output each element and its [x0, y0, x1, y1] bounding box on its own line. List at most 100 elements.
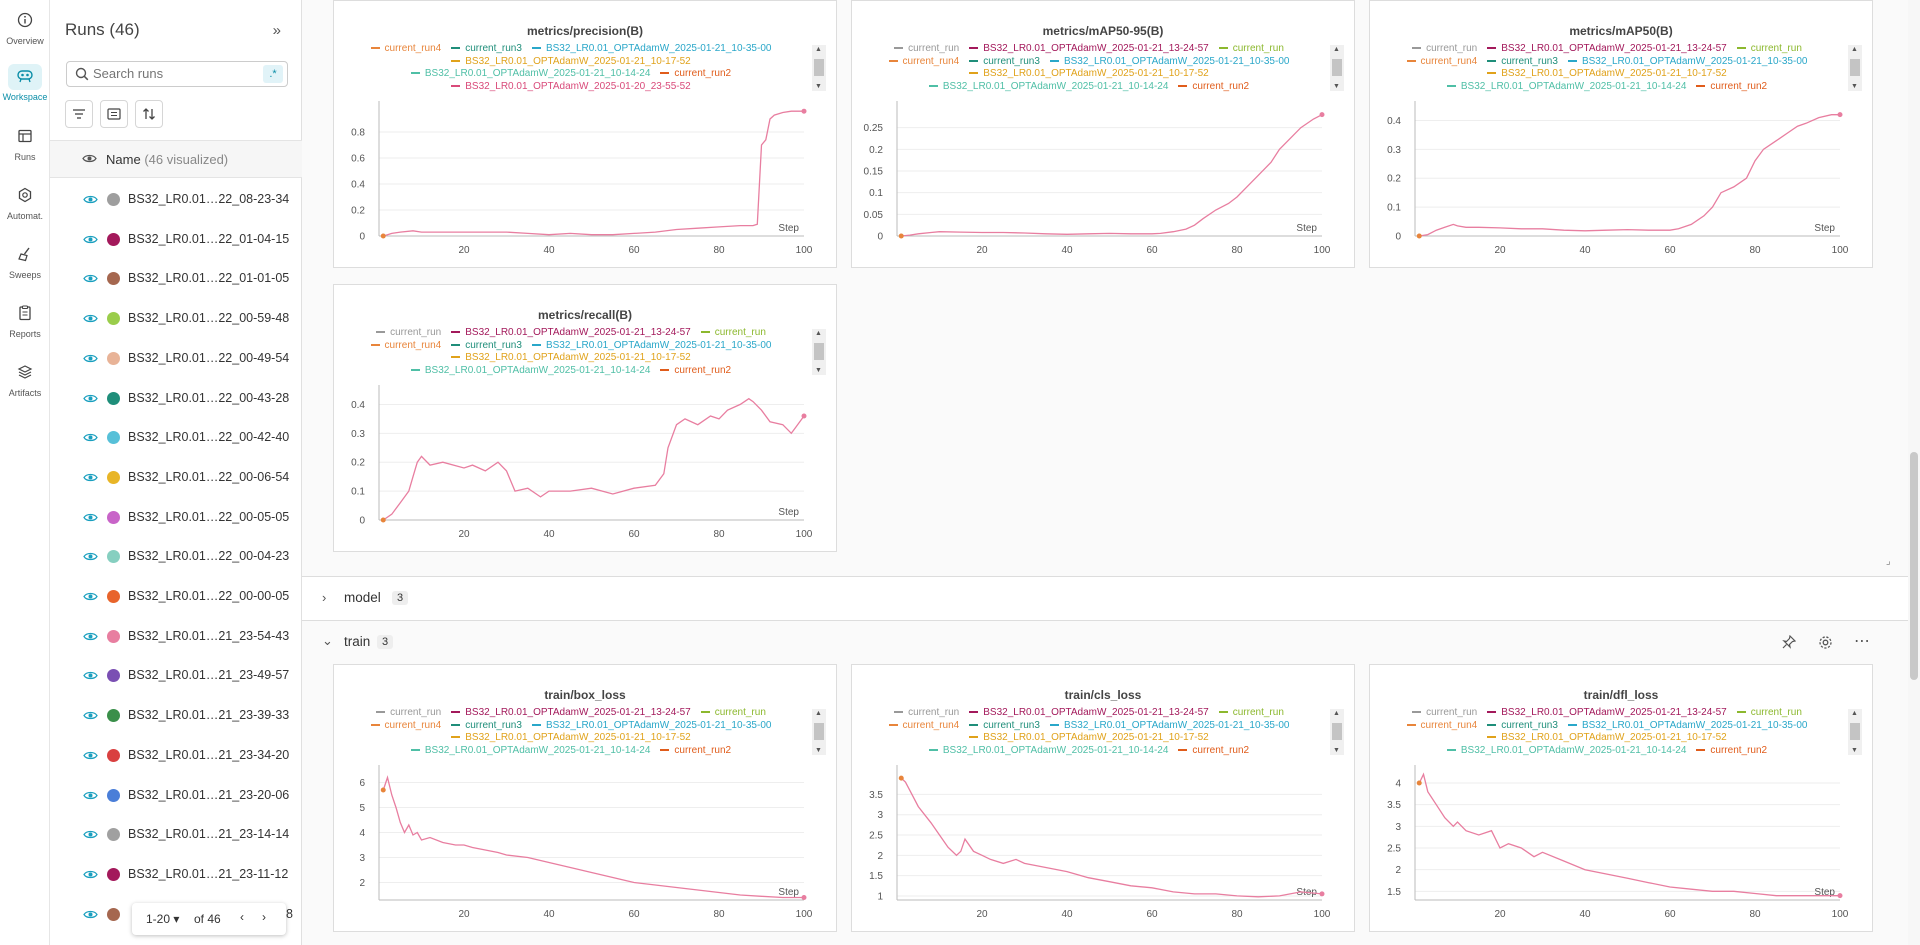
chart-panel-dfl-loss[interactable]: 1.5 2 2.5 3 3.5 4 20 40 60 80 100 Step train/dfl_los… — [1369, 664, 1873, 932]
legend-item[interactable]: BS32_LR0.01_OPTAdamW_2025-01-21_10-35-00 — [1567, 720, 1807, 733]
legend-item[interactable]: current_run4 — [370, 720, 441, 733]
run-row[interactable]: BS32_LR0.01…22_00-42-40 — [50, 418, 302, 457]
collapse-panel-icon[interactable]: » — [272, 22, 281, 39]
run-row[interactable]: BS32_LR0.01…21_23-54-43 — [50, 617, 302, 656]
run-row[interactable]: BS32_LR0.01…22_00-05-05 — [50, 498, 302, 537]
run-color-dot[interactable] — [107, 232, 120, 246]
run-name[interactable]: BS32_LR0.01…22_01-01-05 — [128, 271, 290, 286]
run-color-dot[interactable] — [107, 431, 120, 445]
legend-scrollbar[interactable]: ▲ ▼ — [812, 329, 826, 375]
legend-item[interactable]: BS32_LR0.01_OPTAdamW_2025-01-21_10-14-24 — [410, 68, 650, 81]
legend-item[interactable]: BS32_LR0.01_OPTAdamW_2025-01-21_10-17-52 — [451, 732, 691, 745]
nav-automations[interactable]: Automat. — [0, 183, 50, 221]
run-row[interactable]: BS32_LR0.01…22_00-49-54 — [50, 339, 302, 378]
main-scrollbar[interactable] — [1908, 0, 1920, 945]
eye-icon[interactable] — [83, 631, 98, 642]
more-icon[interactable]: ⋯ — [1854, 633, 1870, 650]
run-name[interactable]: BS32_LR0.01…22_00-42-40 — [128, 430, 290, 445]
run-color-dot[interactable] — [107, 828, 120, 842]
run-name[interactable]: BS32_LR0.01…21_23-14-14 — [128, 827, 290, 842]
legend-item[interactable]: current_run — [700, 327, 766, 340]
legend-item[interactable]: BS32_LR0.01_OPTAdamW_2025-01-21_10-14-24 — [928, 81, 1168, 94]
legend-item[interactable]: BS32_LR0.01_OPTAdamW_2025-01-21_10-17-52 — [969, 68, 1209, 81]
legend-scrollbar[interactable]: ▲ ▼ — [812, 45, 826, 91]
eye-icon[interactable] — [83, 273, 98, 284]
legend-item[interactable]: BS32_LR0.01_OPTAdamW_2025-01-20_23-55-52 — [451, 81, 691, 94]
chart-panel-box-loss[interactable]: 2 3 4 5 6 20 40 60 80 100 Step train/box_loss curren… — [333, 664, 837, 932]
run-row[interactable]: BS32_LR0.01…21_23-34-20 — [50, 736, 302, 775]
run-name[interactable]: BS32_LR0.01…21_23-39-33 — [128, 708, 290, 723]
nav-artifacts[interactable]: Artifacts — [0, 360, 50, 398]
legend-item[interactable]: BS32_LR0.01_OPTAdamW_2025-01-21_10-35-00 — [531, 720, 771, 733]
run-color-dot[interactable] — [107, 629, 120, 643]
legend-item[interactable]: current_run3 — [1487, 56, 1558, 69]
legend-item[interactable]: BS32_LR0.01_OPTAdamW_2025-01-21_13-24-57 — [969, 43, 1209, 56]
run-name[interactable]: BS32_LR0.01…21_23-34-20 — [128, 747, 290, 762]
legend-item[interactable]: current_run4 — [1406, 56, 1477, 69]
legend-item[interactable]: BS32_LR0.01_OPTAdamW_2025-01-21_10-35-00 — [1049, 56, 1289, 69]
legend-item[interactable]: current_run3 — [969, 56, 1040, 69]
legend-item[interactable]: BS32_LR0.01_OPTAdamW_2025-01-21_10-35-00 — [531, 43, 771, 56]
eye-icon[interactable] — [83, 194, 98, 205]
legend-item[interactable]: current_run2 — [660, 365, 731, 378]
legend-item[interactable]: BS32_LR0.01_OPTAdamW_2025-01-21_10-35-00 — [1049, 720, 1289, 733]
run-name[interactable]: BS32_LR0.01…21_23-11-12 — [128, 866, 289, 881]
legend-item[interactable]: BS32_LR0.01_OPTAdamW_2025-01-21_13-24-57 — [1487, 43, 1727, 56]
chart-panel-map50[interactable]: 0 0.1 0.2 0.3 0.4 20 40 60 80 100 Step metrics/mAP5… — [1369, 0, 1873, 268]
legend-item[interactable]: current_run — [376, 707, 441, 720]
run-name[interactable]: BS32_LR0.01…22_00-43-28 — [128, 390, 290, 405]
legend-item[interactable]: current_run — [1218, 43, 1284, 56]
eye-icon[interactable] — [83, 829, 98, 840]
legend-item[interactable]: BS32_LR0.01_OPTAdamW_2025-01-21_10-17-52 — [1487, 68, 1727, 81]
legend-item[interactable]: BS32_LR0.01_OPTAdamW_2025-01-21_10-17-52 — [969, 732, 1209, 745]
run-row[interactable]: BS32_LR0.01…21_23-20-06 — [50, 776, 302, 815]
eye-icon[interactable] — [83, 710, 98, 721]
legend-item[interactable]: current_run2 — [1696, 81, 1767, 94]
legend-item[interactable]: current_run4 — [888, 720, 959, 733]
legend-item[interactable]: current_run2 — [660, 68, 731, 81]
legend-item[interactable]: current_run — [1736, 43, 1802, 56]
legend-item[interactable]: current_run4 — [1406, 720, 1477, 733]
legend-item[interactable]: current_run3 — [1487, 720, 1558, 733]
eye-icon[interactable] — [83, 313, 98, 324]
nav-runs[interactable]: Runs — [0, 124, 50, 162]
eye-icon[interactable] — [83, 750, 98, 761]
chart-panel-recall[interactable]: 0 0.1 0.2 0.3 0.4 20 40 60 80 100 Step metrics/reca… — [333, 284, 837, 552]
legend-item[interactable]: current_run — [1412, 43, 1477, 56]
run-name[interactable]: BS32_LR0.01…22_00-59-48 — [128, 311, 290, 326]
run-name[interactable]: BS32_LR0.01…22_00-49-54 — [128, 350, 290, 365]
legend-item[interactable]: current_run — [894, 43, 959, 56]
run-row[interactable]: BS32_LR0.01…22_01-01-05 — [50, 259, 302, 298]
chevron-down-icon[interactable]: ⌄ — [322, 633, 333, 648]
legend-item[interactable]: BS32_LR0.01_OPTAdamW_2025-01-21_13-24-57 — [451, 327, 691, 340]
legend-item[interactable]: BS32_LR0.01_OPTAdamW_2025-01-21_13-24-57 — [969, 707, 1209, 720]
run-row[interactable]: BS32_LR0.01…21_23-39-33 — [50, 696, 302, 735]
run-name[interactable]: BS32_LR0.01…22_00-04-23 — [128, 549, 290, 564]
run-color-dot[interactable] — [107, 550, 120, 564]
legend-scrollbar[interactable]: ▲ ▼ — [1848, 45, 1862, 91]
eye-icon[interactable] — [83, 591, 98, 602]
legend-item[interactable]: current_run2 — [1696, 745, 1767, 758]
legend-item[interactable]: current_run — [1218, 707, 1284, 720]
eye-icon[interactable] — [83, 234, 98, 245]
legend-item[interactable]: current_run4 — [370, 340, 441, 353]
legend-scrollbar[interactable]: ▲ ▼ — [1848, 709, 1862, 755]
chevron-right-icon[interactable]: › — [322, 590, 327, 605]
run-name[interactable]: BS32_LR0.01…22_01-04-15 — [128, 231, 290, 246]
eye-icon[interactable] — [83, 909, 98, 920]
legend-item[interactable]: BS32_LR0.01_OPTAdamW_2025-01-21_10-14-24 — [1446, 81, 1686, 94]
legend-scrollbar[interactable]: ▲ ▼ — [812, 709, 826, 755]
run-row[interactable]: 8 — [50, 895, 302, 934]
next-page-icon[interactable]: › — [262, 910, 266, 924]
resize-handle[interactable]: ⌟ — [1886, 556, 1891, 567]
legend-item[interactable]: current_run — [1412, 707, 1477, 720]
nav-reports[interactable]: Reports — [0, 301, 50, 339]
search-input[interactable] — [93, 66, 253, 81]
run-row[interactable]: BS32_LR0.01…22_00-06-54 — [50, 458, 302, 497]
run-row[interactable]: BS32_LR0.01…22_00-00-05 — [50, 577, 302, 616]
run-row[interactable]: BS32_LR0.01…22_00-59-48 — [50, 299, 302, 338]
run-row[interactable]: BS32_LR0.01…21_23-49-57 — [50, 656, 302, 695]
legend-item[interactable]: BS32_LR0.01_OPTAdamW_2025-01-21_10-17-52 — [451, 56, 691, 69]
run-name[interactable]: BS32_LR0.01…22_00-00-05 — [128, 589, 290, 603]
run-color-dot[interactable] — [107, 867, 120, 881]
